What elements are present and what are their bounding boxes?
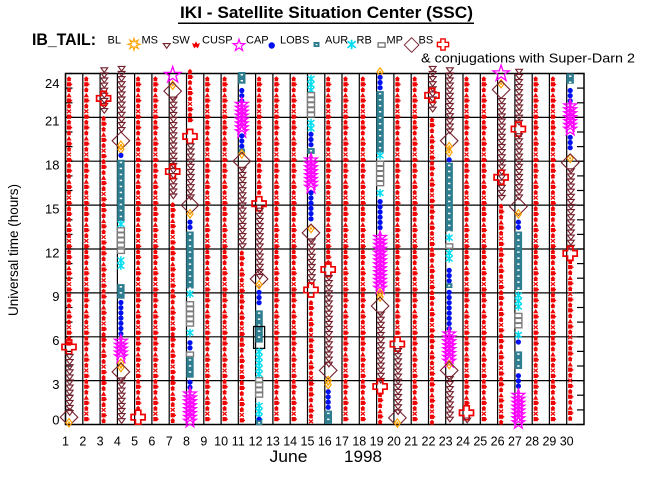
svg-text:3: 3 xyxy=(52,377,59,392)
svg-text:15: 15 xyxy=(301,435,315,449)
svg-text:14: 14 xyxy=(283,435,297,449)
svg-text:23: 23 xyxy=(439,435,453,449)
svg-text:June: June xyxy=(270,447,308,466)
svg-text:20: 20 xyxy=(387,435,401,449)
svg-text:19: 19 xyxy=(370,435,384,449)
svg-text:8: 8 xyxy=(183,435,190,449)
svg-text:21: 21 xyxy=(45,114,59,129)
svg-text:7: 7 xyxy=(166,435,173,449)
svg-text:Universal time (hours): Universal time (hours) xyxy=(6,184,21,316)
svg-text:5: 5 xyxy=(131,435,138,449)
svg-text:4: 4 xyxy=(114,435,121,449)
svg-text:RB: RB xyxy=(357,35,372,47)
svg-text:& conjugations with Super-Darn: & conjugations with Super-Darn 2 xyxy=(421,52,635,66)
svg-text:28: 28 xyxy=(525,435,539,449)
svg-text:30: 30 xyxy=(560,435,574,449)
svg-text:MP: MP xyxy=(387,35,404,47)
svg-text:17: 17 xyxy=(335,435,349,449)
svg-text:18: 18 xyxy=(352,435,366,449)
svg-text:16: 16 xyxy=(318,435,332,449)
svg-text:22: 22 xyxy=(422,435,436,449)
svg-text:12: 12 xyxy=(249,435,263,449)
svg-text:SW: SW xyxy=(172,35,190,47)
svg-text:21: 21 xyxy=(404,435,418,449)
svg-text:2: 2 xyxy=(79,435,86,449)
svg-text:24: 24 xyxy=(45,76,59,91)
svg-text:MS: MS xyxy=(142,35,159,47)
svg-text:9: 9 xyxy=(52,289,59,304)
svg-text:18: 18 xyxy=(45,158,59,173)
svg-text:9: 9 xyxy=(200,435,207,449)
svg-text:25: 25 xyxy=(473,435,487,449)
svg-text:AUR: AUR xyxy=(325,35,348,47)
svg-text:11: 11 xyxy=(232,435,245,449)
svg-text:3: 3 xyxy=(97,435,104,449)
svg-text:15: 15 xyxy=(45,201,59,216)
svg-text:29: 29 xyxy=(542,435,556,449)
svg-text:12: 12 xyxy=(45,245,59,260)
svg-text:1: 1 xyxy=(62,435,69,449)
svg-text:24: 24 xyxy=(456,435,470,449)
svg-text:LOBS: LOBS xyxy=(280,35,309,47)
svg-text:IKI - Satellite Situation Cent: IKI - Satellite Situation Center (SSC) xyxy=(180,3,473,22)
svg-text:27: 27 xyxy=(508,435,522,449)
svg-text:10: 10 xyxy=(214,435,228,449)
svg-text:13: 13 xyxy=(266,435,280,449)
svg-text:CAP: CAP xyxy=(246,35,269,47)
svg-text:BS: BS xyxy=(419,35,434,47)
svg-text:0: 0 xyxy=(52,412,59,427)
svg-text:6: 6 xyxy=(148,435,155,449)
svg-text:IB_TAIL:: IB_TAIL: xyxy=(32,30,96,49)
svg-text:BL: BL xyxy=(108,35,121,47)
svg-text:1998: 1998 xyxy=(344,447,382,466)
svg-text:CUSP: CUSP xyxy=(202,35,233,47)
svg-text:6: 6 xyxy=(52,333,59,348)
svg-text:26: 26 xyxy=(491,435,505,449)
